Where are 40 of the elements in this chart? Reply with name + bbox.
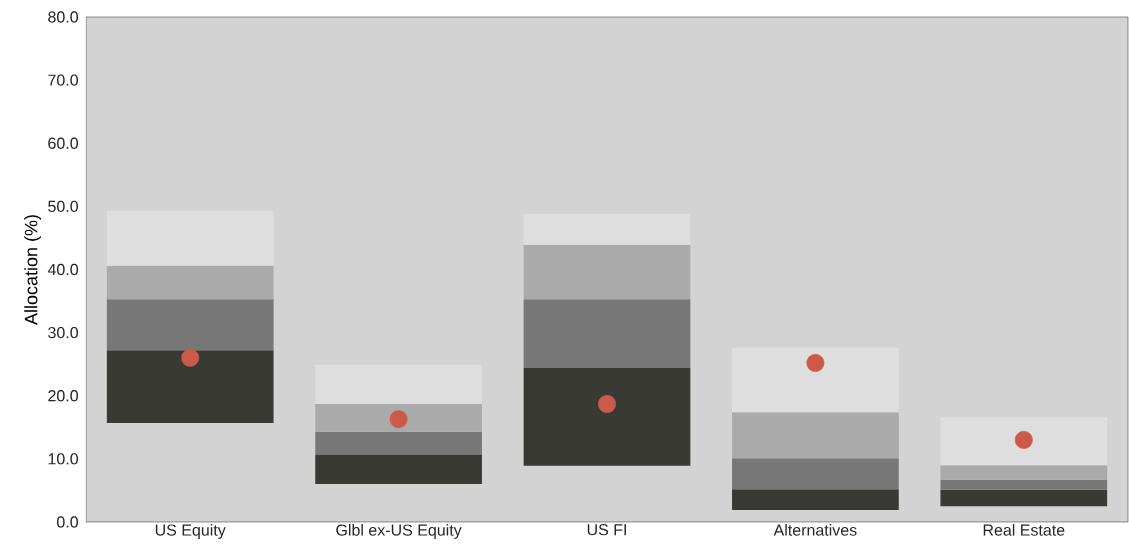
- y-tick-label: 60.0: [48, 137, 79, 149]
- bar: [940, 465, 1108, 480]
- bar: [315, 364, 482, 404]
- bar: [315, 403, 482, 432]
- bar: [940, 479, 1108, 490]
- bar: [523, 213, 691, 245]
- bar: [732, 458, 899, 490]
- point: [389, 410, 408, 429]
- bar: [315, 455, 482, 485]
- bar: [315, 431, 482, 456]
- bar: [940, 489, 1108, 507]
- bar: [523, 244, 691, 300]
- x-tick-label: US Equity: [155, 524, 226, 539]
- y-tick-label: 40.0: [47, 263, 79, 276]
- point: [1014, 430, 1033, 449]
- y-tick-label: 0.0: [57, 516, 79, 528]
- bar: [732, 412, 899, 459]
- y-tick-label: 70.0: [48, 74, 79, 86]
- point: [806, 353, 825, 372]
- x-tick-label: US FI: [587, 524, 626, 536]
- x-tick-label: Glbl ex-US Equity: [336, 524, 462, 539]
- y-tick-label: 30.0: [48, 326, 79, 339]
- y-axis-title: Allocation (%): [24, 215, 41, 325]
- y-tick-label: 80.0: [48, 11, 79, 23]
- bar: [732, 489, 899, 510]
- bar: [106, 350, 274, 423]
- bar: [732, 347, 899, 413]
- bar: [523, 367, 691, 466]
- x-tick-label: Real Estate: [983, 524, 1065, 536]
- bar: [106, 299, 274, 351]
- y-tick-label: 50.0: [48, 200, 79, 213]
- bar: [940, 417, 1108, 466]
- point: [181, 348, 200, 367]
- bar: [523, 299, 691, 368]
- point: [598, 395, 616, 413]
- bar: [106, 265, 274, 300]
- x-tick-label: Alternatives: [773, 524, 857, 536]
- bar: [106, 210, 274, 266]
- y-tick-label: 20.0: [48, 390, 79, 402]
- y-tick-label: 10.0: [48, 453, 79, 465]
